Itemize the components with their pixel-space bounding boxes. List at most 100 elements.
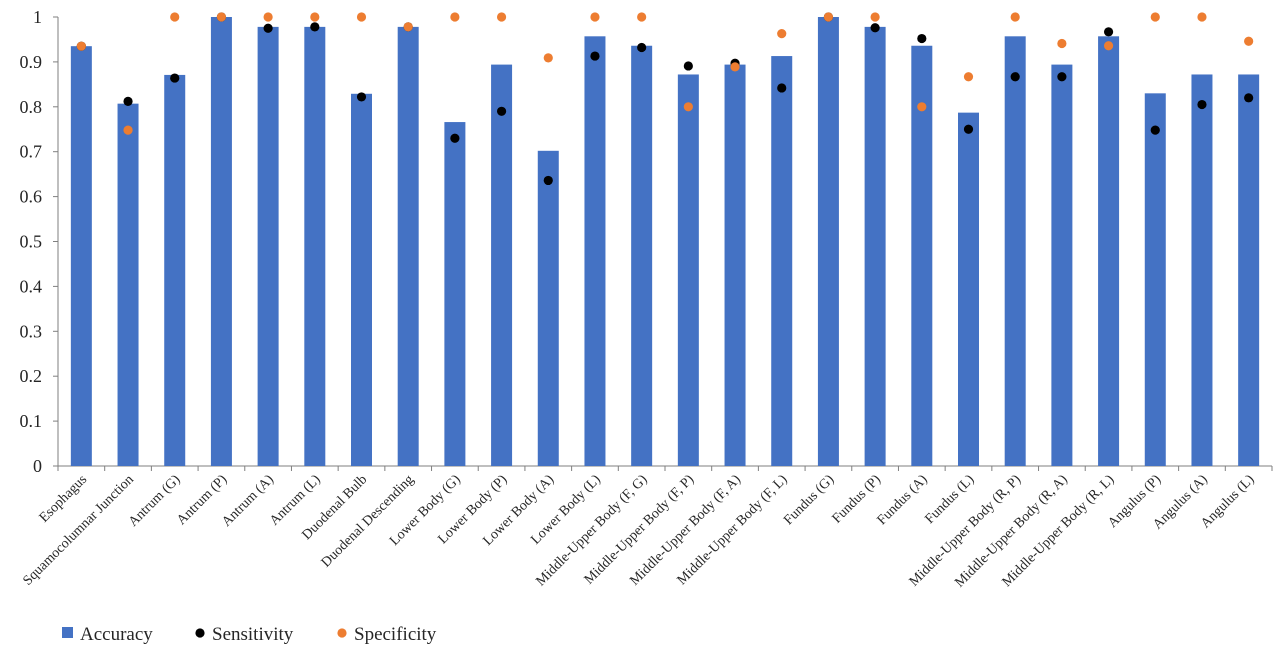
accuracy-bar <box>1238 74 1260 467</box>
sensitivity-point <box>590 51 600 61</box>
legend-specificity-label: Specificity <box>354 624 437 645</box>
x-category-label: Fundus (G) <box>781 472 837 528</box>
specificity-point <box>356 12 367 22</box>
specificity-point <box>1057 38 1067 49</box>
specificity-point <box>496 12 507 22</box>
accuracy-bar <box>304 26 326 467</box>
sensitivity-points <box>76 12 1254 186</box>
accuracy-bar <box>210 17 232 466</box>
specificity-point <box>683 102 693 112</box>
specificity-point <box>76 41 86 51</box>
specificity-point <box>1244 36 1254 46</box>
specificity-point <box>123 125 133 135</box>
sensitivity-point <box>263 23 273 33</box>
accuracy-bar <box>491 64 513 467</box>
sensitivity-point <box>543 175 553 186</box>
specificity-point <box>777 29 787 39</box>
legend-specificity-swatch <box>337 628 347 638</box>
y-tick-label: 0 <box>33 456 42 476</box>
sensitivity-point <box>1197 99 1207 110</box>
accuracy-bar <box>444 122 466 466</box>
sensitivity-point <box>1057 72 1067 82</box>
accuracy-bar <box>164 74 186 467</box>
legend-sensitivity-label: Sensitivity <box>212 624 294 645</box>
accuracy-bar <box>958 112 979 467</box>
specificity-point <box>170 12 180 22</box>
sensitivity-point <box>637 42 647 53</box>
y-axis-tick-labels: 0 0.1 0.2 0.3 0.4 0.5 0.6 0.7 0.8 0.9 1 <box>20 7 43 476</box>
sensitivity-point <box>450 133 460 143</box>
sensitivity-point <box>683 61 693 71</box>
accuracy-bar <box>1051 64 1073 467</box>
accuracy-bar <box>817 17 839 466</box>
chart-legend: Accuracy Sensitivity Specificity <box>62 624 437 645</box>
y-tick-label: 0.5 <box>20 232 43 252</box>
specificity-point <box>216 12 227 22</box>
y-tick-label: 0.8 <box>20 97 43 117</box>
accuracy-bar <box>1004 36 1026 466</box>
specificity-point <box>730 62 740 72</box>
accuracy-bar <box>677 74 699 467</box>
legend-accuracy-swatch <box>62 627 73 638</box>
specificity-point <box>917 102 927 112</box>
accuracy-bar <box>257 26 279 467</box>
sensitivity-point <box>870 23 880 33</box>
accuracy-bar <box>117 103 139 467</box>
y-tick-label: 0.6 <box>20 187 43 207</box>
x-category-label: Duodenal Descending <box>319 472 417 570</box>
accuracy-bar <box>1144 93 1166 466</box>
specificity-point <box>403 22 413 32</box>
accuracy-bar <box>911 45 933 467</box>
sensitivity-point <box>1103 27 1114 37</box>
sensitivity-point <box>777 83 787 93</box>
specificity-point <box>543 53 553 63</box>
accuracy-bar <box>1098 36 1120 466</box>
sensitivity-point <box>496 106 507 116</box>
y-tick-label: 0.1 <box>20 411 43 431</box>
sensitivity-point <box>917 33 927 44</box>
x-category-label: Fundus (A) <box>875 472 931 528</box>
specificity-point <box>963 72 974 82</box>
y-tick-label: 1 <box>33 7 42 27</box>
accuracy-bar <box>724 64 746 467</box>
accuracy-bar <box>537 150 559 466</box>
accuracy-bar <box>1191 74 1213 467</box>
y-tick-label: 0.9 <box>20 52 43 72</box>
sensitivity-point <box>170 73 180 83</box>
y-tick-label: 0.2 <box>20 366 43 386</box>
accuracy-bar <box>351 93 372 467</box>
specificity-point <box>1150 12 1160 22</box>
specificity-point <box>637 12 647 22</box>
sensitivity-point <box>123 96 133 107</box>
specificity-point <box>870 12 880 22</box>
accuracy-bars <box>70 17 1260 467</box>
accuracy-bar <box>864 26 886 467</box>
sensitivity-point <box>356 92 367 102</box>
specificity-point <box>310 12 320 22</box>
specificity-point <box>823 12 834 22</box>
accuracy-bar <box>584 36 606 466</box>
specificity-point <box>1010 12 1020 22</box>
sensitivity-point <box>1010 72 1020 82</box>
specificity-point <box>1103 41 1114 51</box>
legend-sensitivity-swatch <box>195 628 205 638</box>
accuracy-bar <box>631 45 653 467</box>
specificity-point <box>263 12 273 22</box>
y-tick-label: 0.3 <box>20 321 43 341</box>
accuracy-bar <box>771 56 793 467</box>
specificity-point <box>1197 12 1207 22</box>
sensitivity-point <box>310 22 320 32</box>
accuracy-bar <box>70 46 92 467</box>
accuracy-bar <box>397 26 419 467</box>
legend-accuracy-label: Accuracy <box>80 624 153 645</box>
y-tick-label: 0.4 <box>20 276 43 296</box>
sensitivity-point <box>963 124 974 134</box>
sensitivity-point <box>1244 93 1254 103</box>
sensitivity-point <box>1150 125 1160 135</box>
chart-axes <box>53 16 1273 471</box>
specificity-point <box>450 12 460 22</box>
y-tick-label: 0.7 <box>20 142 43 162</box>
specificity-points <box>76 12 1254 135</box>
